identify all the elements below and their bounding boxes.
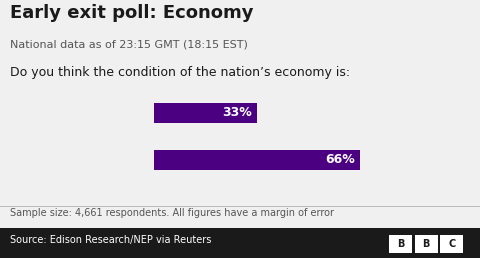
Text: National data as of 23:15 GMT (18:15 EST): National data as of 23:15 GMT (18:15 EST… xyxy=(10,40,248,50)
Text: Do you think the condition of the nation’s economy is:: Do you think the condition of the nation… xyxy=(10,66,350,79)
Text: Sample size: 4,661 respondents. All figures have a margin of error: Sample size: 4,661 respondents. All figu… xyxy=(10,208,334,218)
Text: 66%: 66% xyxy=(325,153,355,166)
Bar xyxy=(154,150,360,170)
Text: Early exit poll: Economy: Early exit poll: Economy xyxy=(10,4,253,22)
Text: Source: Edison Research/NEP via Reuters: Source: Edison Research/NEP via Reuters xyxy=(10,235,211,245)
Bar xyxy=(154,103,256,123)
Text: 33%: 33% xyxy=(222,106,252,119)
Text: C: C xyxy=(448,239,456,249)
Text: B: B xyxy=(397,239,405,249)
Text: B: B xyxy=(422,239,430,249)
